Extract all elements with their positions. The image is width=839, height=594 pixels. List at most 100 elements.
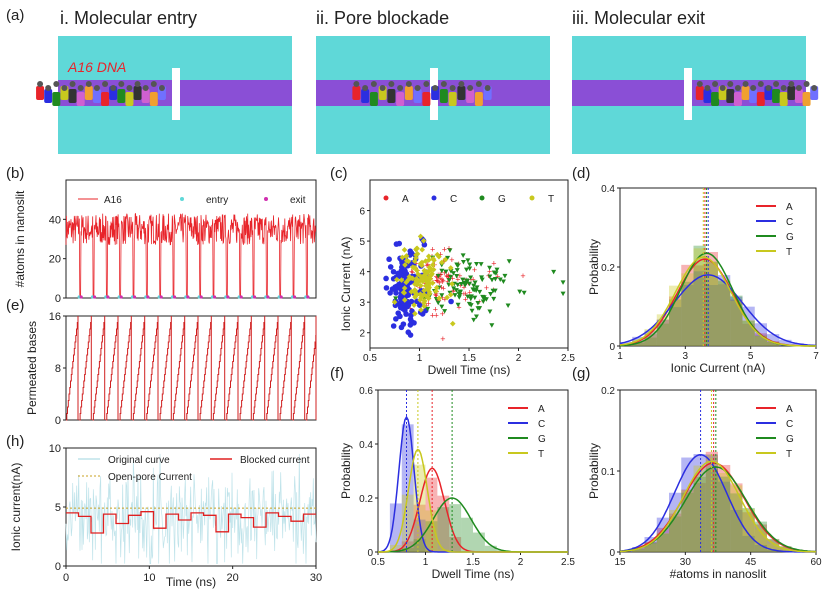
scatter-point-C <box>405 292 411 298</box>
hist-bar-C <box>681 457 694 552</box>
hist-bar-T <box>730 485 743 552</box>
scatter-point-G <box>506 259 512 264</box>
dna-base-bead <box>133 86 142 100</box>
dna-label: A16 DNA <box>67 59 126 75</box>
dna-backbone-bead <box>85 81 92 87</box>
hist-bar-T <box>754 336 767 346</box>
hist-bar-T <box>425 510 438 552</box>
dna-base-bead <box>439 89 448 103</box>
hist-bar-A <box>693 265 706 346</box>
scatter-point-G <box>446 278 452 283</box>
hist-bar-C <box>767 549 780 552</box>
scatter-point-A: + <box>438 249 443 259</box>
scatter-point-A: + <box>444 271 449 281</box>
scatter-point-C <box>383 285 390 291</box>
hist-bar-G <box>484 545 497 552</box>
tick-label: 0.6 <box>359 386 373 397</box>
scatter-point-C <box>416 302 423 309</box>
hist-bar-A <box>669 513 682 552</box>
scatter-point-A: + <box>409 266 414 276</box>
scatter-point-T <box>421 267 428 274</box>
tick-label: 0 <box>55 415 61 427</box>
scatter-point-T <box>418 273 424 280</box>
hist-bar-T <box>681 490 694 552</box>
scatter-point-G <box>475 306 481 311</box>
scatter-point-A: + <box>450 273 455 283</box>
scatter-point-T <box>398 277 405 283</box>
scatter-point-G <box>492 288 498 294</box>
dna-backbone-bead <box>734 85 741 91</box>
scatter-point-A: + <box>484 283 489 293</box>
scatter-point-A: + <box>444 271 449 281</box>
snapshot-title-exit: iii. Molecular exit <box>572 8 705 28</box>
scatter-point-G <box>451 286 457 291</box>
dna-base-bead <box>448 92 457 106</box>
scatter-point-T <box>419 276 426 283</box>
dna-base-bead <box>84 86 93 100</box>
tick-label: 2.5 <box>561 557 575 568</box>
legend-label: Open-pore Current <box>108 472 192 483</box>
hist-bar-T <box>742 508 755 552</box>
scatter-point-G <box>479 277 485 283</box>
scatter-point-G <box>464 278 470 284</box>
scatter-point-C <box>383 275 389 282</box>
panel-label-d: (d) <box>572 165 590 182</box>
scatter-point-A: + <box>433 304 438 314</box>
dna-base-bead <box>36 86 45 100</box>
scatter-point-C <box>389 286 396 292</box>
scatter-point-T <box>408 275 414 281</box>
hist-bar-C <box>413 519 426 552</box>
scatter-point-C <box>395 310 402 316</box>
hist-bar-G <box>767 342 780 346</box>
scatter-point-A: + <box>441 283 446 293</box>
hist-bar-G <box>401 548 414 552</box>
scatter-point-T <box>420 237 427 244</box>
hist-bar-C <box>389 503 402 552</box>
dna-backbone-bead <box>45 85 52 91</box>
scatter-point-C <box>393 241 400 247</box>
dna-base-bead <box>396 92 405 106</box>
axis-label: Probability <box>587 239 601 295</box>
dna-backbone-bead <box>134 81 141 87</box>
legend-label: T <box>538 449 544 460</box>
exit-marker <box>79 295 83 299</box>
dna-backbone-bead <box>423 81 430 87</box>
scatter-point-G <box>471 287 477 293</box>
hist-bar-C <box>754 544 767 552</box>
scatter-point-C <box>408 298 415 305</box>
dna-backbone-bead <box>110 85 117 91</box>
scatter-point-G <box>473 314 479 320</box>
hist-bar-C <box>693 271 706 346</box>
dna-backbone-bead <box>765 85 772 91</box>
hist-bar-G <box>413 539 426 552</box>
scatter-point-A: + <box>437 278 442 288</box>
legend-label: C <box>538 419 545 430</box>
scatter-point-C <box>390 268 397 275</box>
scatter-point-G <box>460 277 466 283</box>
hist-bar-C <box>718 481 731 552</box>
scatter-point-T <box>417 297 423 303</box>
scatter-point-G <box>455 302 461 308</box>
dna-backbone-bead <box>405 81 412 87</box>
scatter-point-G <box>491 270 497 276</box>
scatter-point-A: + <box>426 298 431 308</box>
snapshot-exit <box>572 36 819 154</box>
scatter-point-T <box>421 291 427 298</box>
tick-label: 20 <box>227 572 239 584</box>
axis-label: #atoms in nanoslit <box>670 567 767 581</box>
dna-base-bead <box>52 92 61 106</box>
scatter-point-T <box>436 253 442 260</box>
scatter-point-G <box>456 295 462 300</box>
tick-label: 5 <box>748 351 754 362</box>
scatter-point-T <box>401 247 408 253</box>
hist-bar-T <box>413 464 426 552</box>
axis-label: Time (ns) <box>166 575 216 589</box>
legend-swatch-G <box>479 195 485 201</box>
scatter-point-G <box>489 323 495 328</box>
scatter-point-A: + <box>450 286 455 296</box>
scatter-point-G <box>443 269 449 275</box>
scatter-point-G <box>505 303 511 309</box>
legend-label: C <box>786 419 793 430</box>
hist-bar-A <box>669 296 682 346</box>
scatter-point-T <box>408 288 415 295</box>
